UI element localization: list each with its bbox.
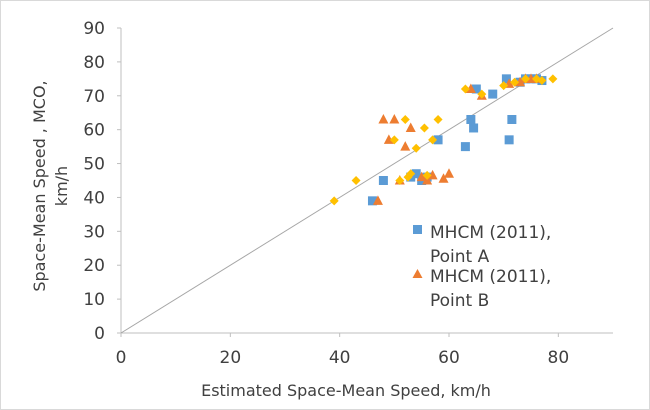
data-point-square (367, 196, 377, 206)
data-point-diamond (395, 176, 405, 185)
data-point-square (501, 74, 511, 84)
y-tick-label: 90 (83, 19, 105, 39)
legend-label-point-a-line1: MHCM (2011), (430, 223, 551, 243)
data-point-square (504, 135, 514, 145)
x-axis-title: Estimated Space-Mean Speed, km/h (201, 381, 491, 400)
reference-line (120, 27, 614, 334)
data-point-triangle (515, 76, 526, 87)
data-point-diamond (428, 135, 438, 145)
data-point-triangle (444, 168, 454, 178)
data-point-triangle (416, 171, 427, 182)
y-tick-label: 20 (83, 256, 105, 276)
y-tick-label: 40 (83, 188, 105, 208)
x-axis-ticks: 0 20 40 60 80 (116, 333, 570, 368)
data-point-diamond (422, 170, 432, 180)
x-tick-label: 60 (438, 348, 460, 368)
y-tick-label: 10 (83, 290, 105, 310)
y-tick-label: 50 (83, 155, 105, 175)
data-point-diamond (537, 76, 547, 86)
data-point-triangle (378, 114, 389, 124)
y-tick-label: 80 (83, 53, 105, 73)
legend-item-point-a: MHCM (2011), Point A (413, 223, 551, 267)
data-point-diamond (389, 135, 399, 145)
data-point-triangle (400, 141, 411, 151)
y-tick-label: 30 (83, 222, 105, 242)
y-axis-title: Space-Mean Speed , MCO, km/h (30, 80, 71, 291)
data-point-diamond (329, 196, 339, 206)
data-point-triangle (405, 122, 416, 132)
data-point-diamond (460, 84, 470, 94)
data-markers (329, 73, 558, 206)
data-point-diamond (499, 81, 509, 91)
legend-label-point-b-line1: MHCM (2011), (430, 267, 551, 287)
y-tick-label: 0 (94, 324, 105, 344)
data-point-square (433, 135, 443, 145)
legend-item-point-b: MHCM (2011), Point B (412, 267, 551, 311)
data-point-square (469, 123, 479, 133)
data-point-triangle (383, 134, 394, 144)
legend-marker-triangle (412, 269, 423, 278)
y-axis-title-line2: km/h (52, 166, 71, 206)
data-point-triangle (427, 169, 438, 180)
data-point-square (488, 89, 498, 99)
data-point-diamond (548, 74, 558, 84)
data-point-square (507, 115, 517, 124)
data-point-diamond (351, 176, 361, 185)
x-tick-label: 80 (548, 348, 570, 368)
data-point-triangle (372, 195, 383, 205)
legend-label-point-a-line2: Point A (430, 247, 490, 267)
data-point-triangle (465, 83, 476, 93)
y-axis-ticks: 0 10 20 30 40 50 60 70 80 90 (83, 19, 121, 344)
y-axis-title-line1: Space-Mean Speed , MCO, (30, 80, 49, 291)
data-point-square (411, 169, 421, 179)
data-point-square (466, 115, 476, 124)
data-point-square (460, 142, 470, 152)
y-tick-label: 70 (83, 87, 105, 107)
legend: MHCM (2011), Point A MHCM (2011), Point … (412, 223, 551, 311)
data-point-square (471, 84, 481, 94)
data-point-square (378, 176, 388, 185)
data-point-diamond (521, 74, 531, 84)
data-point-diamond (400, 115, 410, 124)
x-tick-label: 0 (116, 348, 127, 368)
data-point-diamond (433, 115, 443, 124)
legend-marker-square (413, 225, 422, 234)
y-tick-label: 60 (83, 121, 105, 141)
x-tick-label: 40 (329, 348, 351, 368)
data-point-triangle (389, 114, 400, 124)
data-point-triangle (438, 173, 449, 183)
x-tick-label: 20 (220, 348, 242, 368)
data-point-diamond (411, 143, 421, 153)
plot-area (120, 27, 614, 334)
data-point-diamond (419, 123, 429, 133)
data-point-diamond (406, 169, 416, 179)
legend-label-point-b-line2: Point B (430, 291, 489, 311)
data-point-diamond (477, 89, 487, 99)
